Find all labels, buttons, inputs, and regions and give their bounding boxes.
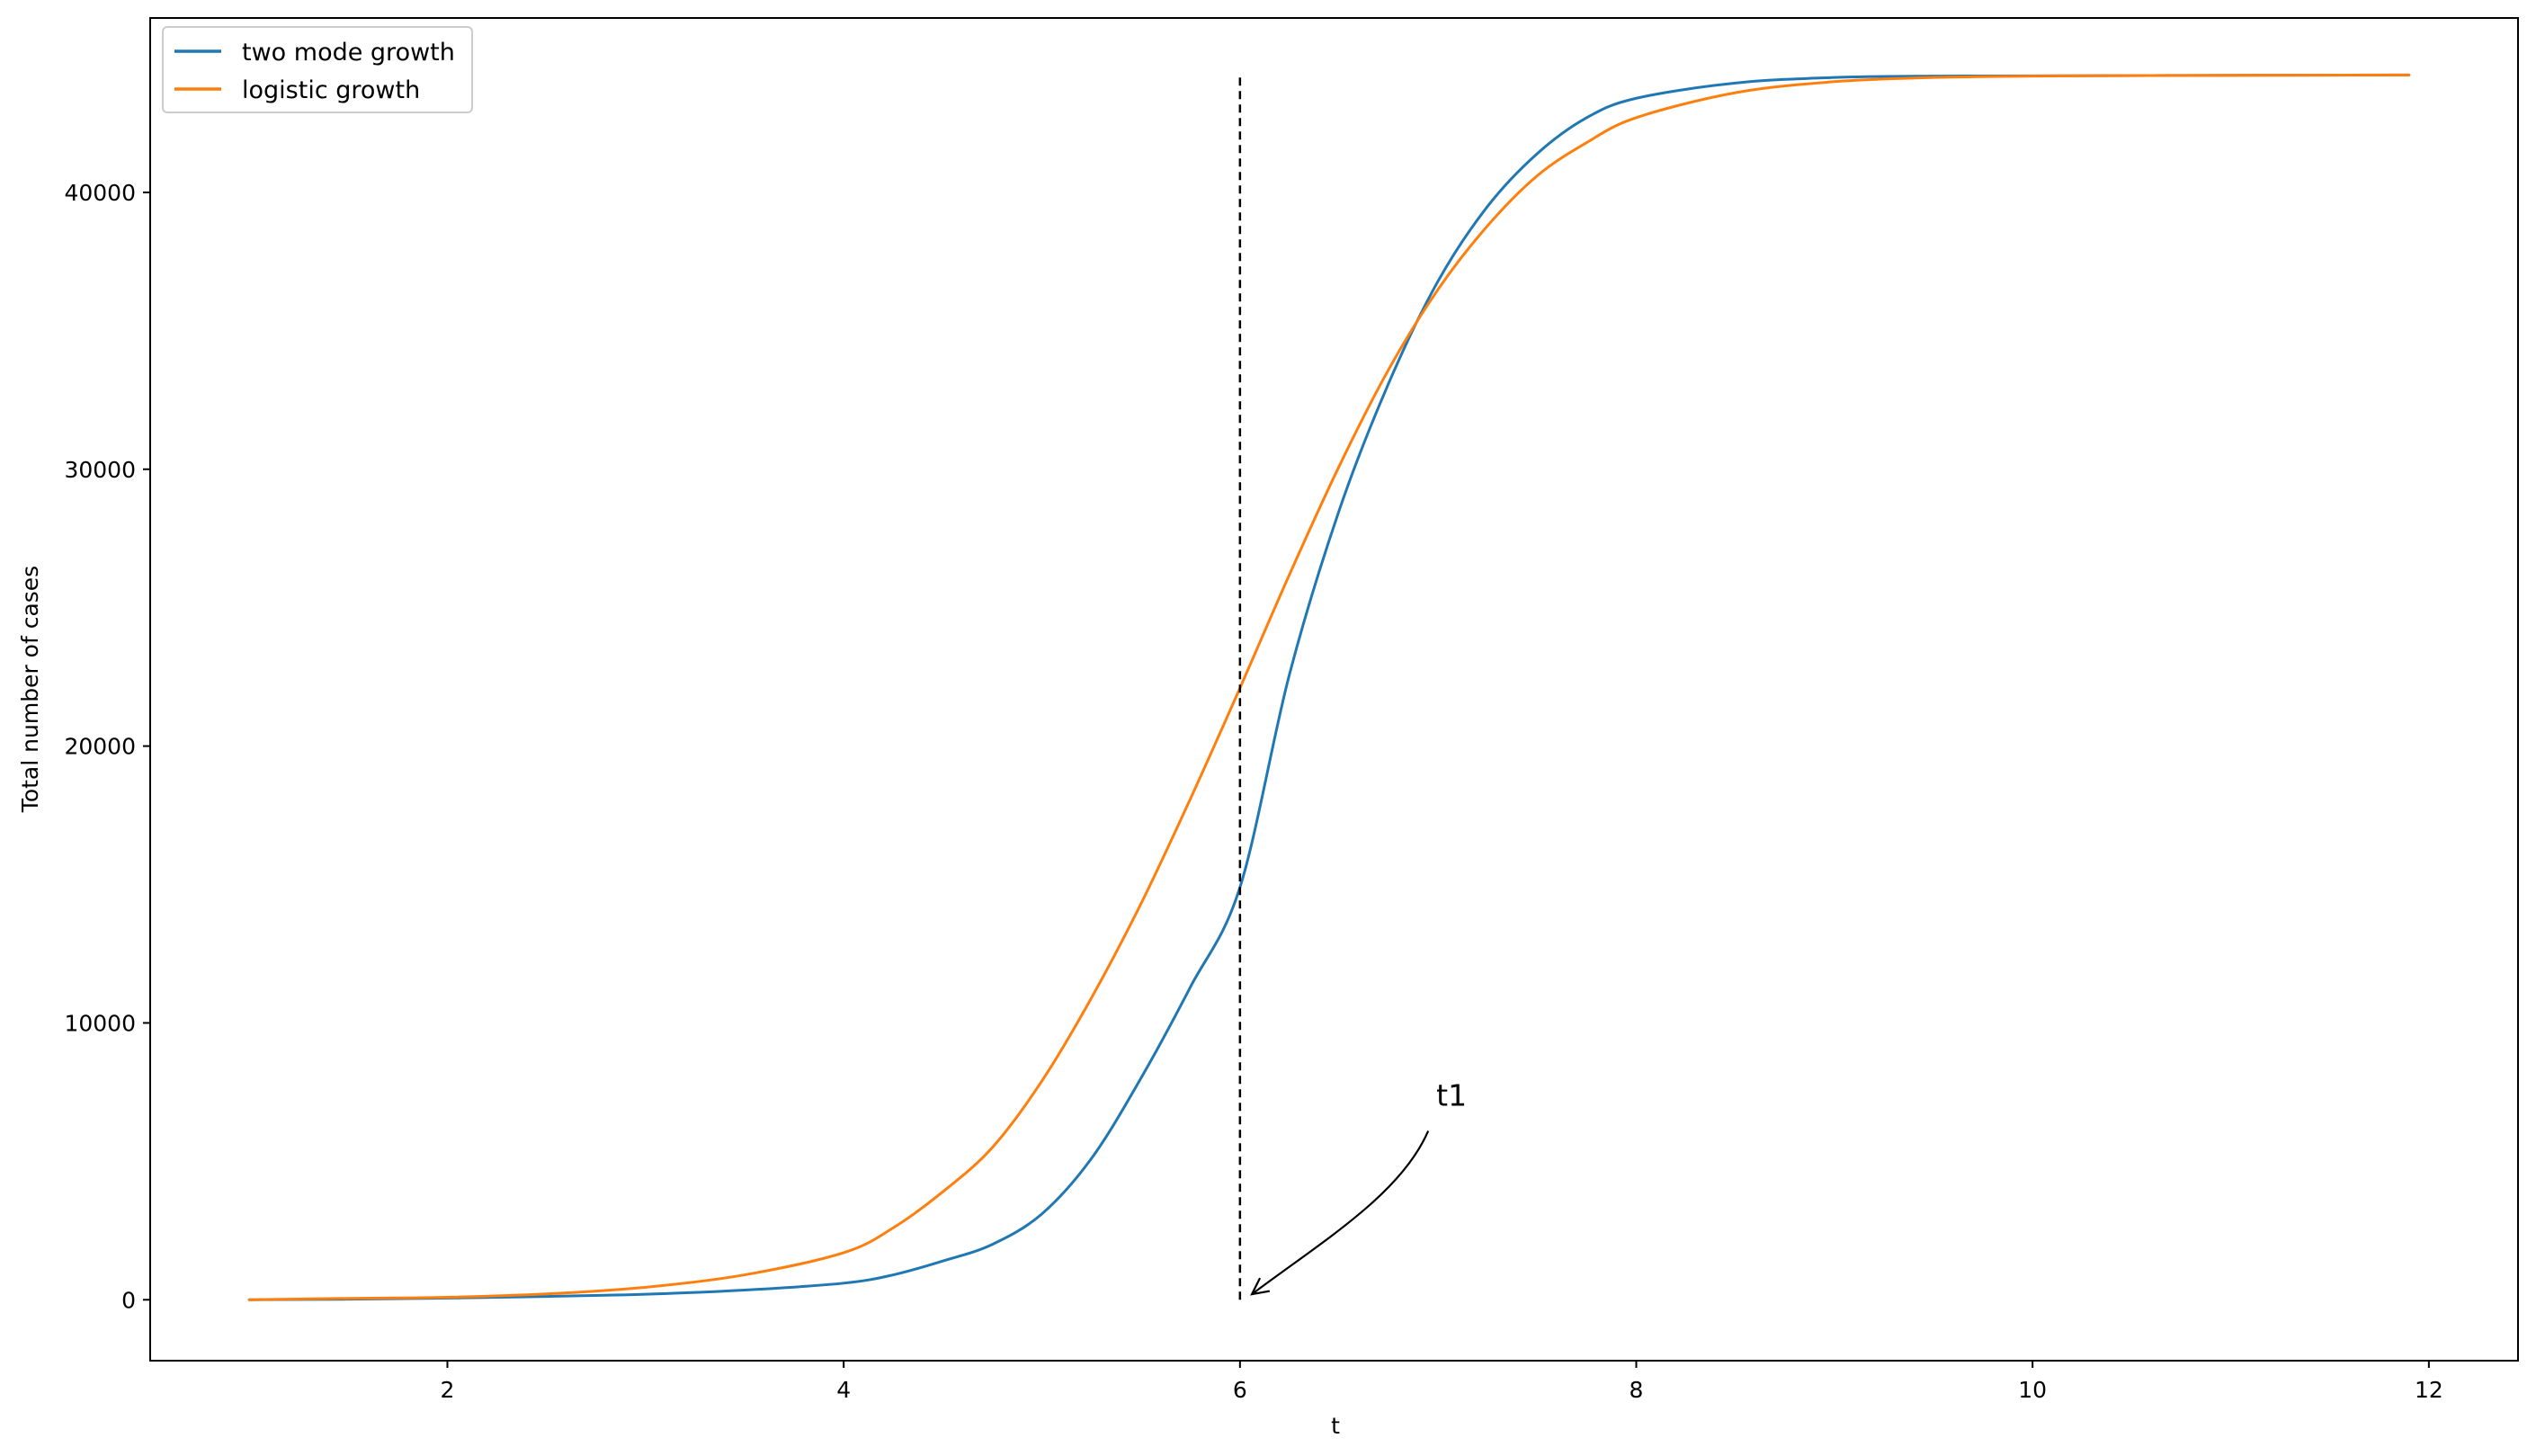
annotation-arrowhead [1250, 1277, 1271, 1296]
y-tick-label: 20000 [64, 734, 136, 760]
x-tick-label: 4 [836, 1377, 851, 1403]
y-axis-label: Total number of cases [17, 566, 43, 813]
x-tick-label: 12 [2415, 1377, 2443, 1403]
x-tick-label: 8 [1630, 1377, 1644, 1403]
y-tick-label: 0 [121, 1287, 136, 1313]
x-tick-label: 10 [2018, 1377, 2047, 1403]
legend-box [162, 26, 473, 113]
legend: two mode growth logistic growth [162, 26, 473, 113]
legend-label-0: two mode growth [242, 39, 455, 67]
annotation-label: t1 [1436, 1077, 1467, 1112]
x-tick-label: 2 [441, 1377, 455, 1403]
annotation-arrow [1251, 1130, 1430, 1296]
legend-label-1: logistic growth [242, 76, 420, 104]
annotation-layer: t1 [1238, 73, 1467, 1300]
y-tick-label: 10000 [64, 1010, 136, 1036]
x-axis: 2 4 6 8 10 12 [441, 1361, 2443, 1403]
x-axis-label: t [1331, 1413, 1340, 1439]
y-tick-label: 30000 [64, 457, 136, 483]
plot-frame [149, 17, 2519, 1362]
series-line-0 [247, 73, 2411, 1301]
x-tick-label: 6 [1233, 1377, 1247, 1403]
series-line-1 [247, 73, 2411, 1301]
series-layer [247, 73, 2411, 1301]
y-axis: 0 10000 20000 30000 40000 [64, 180, 150, 1313]
y-tick-label: 40000 [64, 180, 136, 206]
